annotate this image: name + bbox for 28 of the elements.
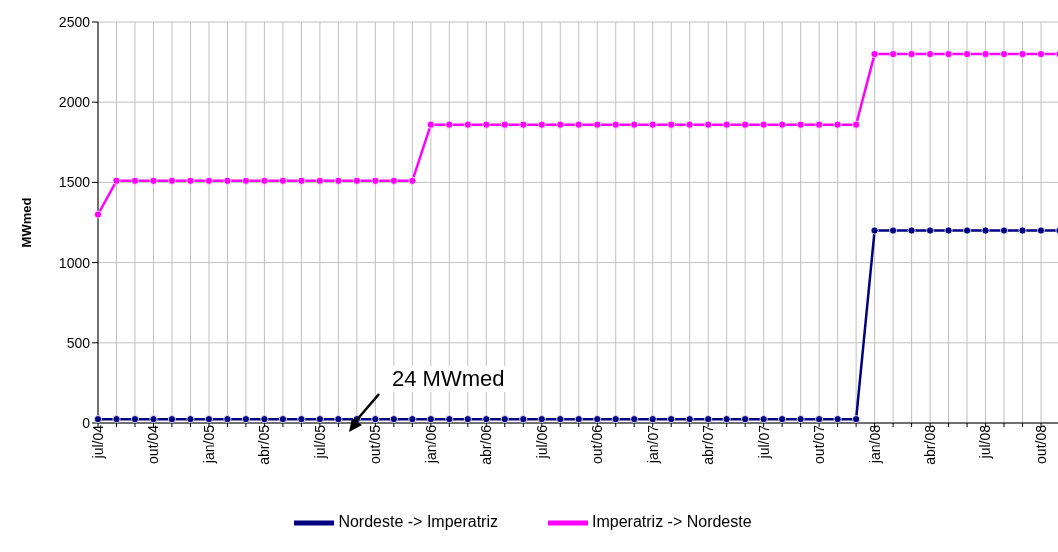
annotation: 24 MWmed: [388, 366, 509, 392]
x-tick-label: jul/04: [89, 424, 106, 460]
y-tick-label: 0: [82, 414, 91, 431]
y-tick-label: 1500: [58, 174, 91, 191]
legend-label: Imperatriz -> Nordeste: [592, 513, 752, 531]
x-tick-label: abr/08: [922, 424, 939, 465]
y-tick-label: 500: [66, 334, 91, 351]
x-tick-label: abr/07: [700, 424, 717, 465]
x-tick-label: out/04: [145, 424, 162, 464]
x-tick-label: jul/06: [533, 424, 550, 460]
x-tick-label: jan/08: [866, 424, 883, 465]
x-tick-label: jan/06: [422, 424, 439, 465]
legend-label: Nordeste -> Imperatriz: [338, 513, 498, 531]
y-tick-label: 1000: [58, 254, 91, 271]
x-tick-label: jul/05: [311, 424, 328, 460]
x-tick-label: out/05: [367, 424, 384, 464]
y-tick-label: 2500: [58, 13, 91, 30]
x-tick-label: out/08: [1032, 424, 1049, 464]
y-tick-label: 2000: [58, 94, 91, 111]
x-tick-label: jul/07: [755, 424, 772, 460]
x-tick-label: jan/07: [644, 424, 661, 465]
y-axis-title: MWmed: [18, 197, 34, 248]
x-tick-label: out/06: [589, 424, 606, 464]
x-tick-label: out/07: [811, 424, 828, 464]
x-tick-label: jul/08: [977, 424, 994, 460]
x-tick-label: abr/05: [256, 424, 273, 465]
x-tick-label: abr/06: [478, 424, 495, 465]
x-tick-label: jan/05: [200, 424, 217, 465]
